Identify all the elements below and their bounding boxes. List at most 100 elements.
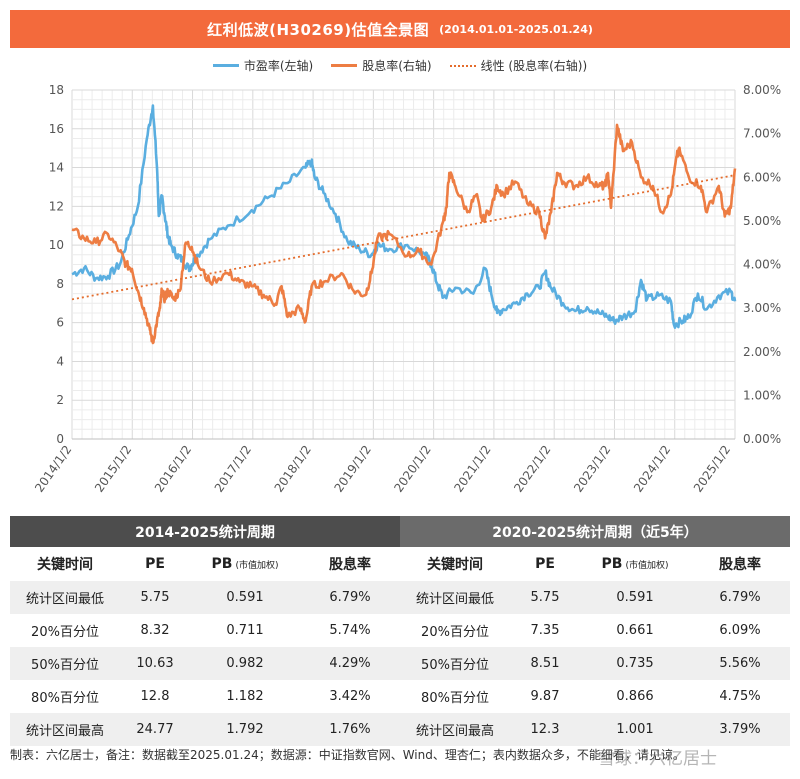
y-left-tick-label: 18 [49, 83, 64, 97]
legend-label-pe: 市盈率(左轴) [243, 59, 314, 73]
col-header-pb-label: PB [211, 556, 233, 572]
y-left-tick-label: 14 [49, 161, 64, 175]
left-table-title: 2014-2025统计周期 [10, 516, 400, 547]
y-right-tick-label: 2.00% [743, 345, 781, 359]
row-label: 20%百分位 [421, 625, 489, 640]
row-label: 统计区间最低 [415, 592, 494, 607]
x-tick-label: 2020/1/2 [391, 443, 433, 495]
x-tick-label: 2023/1/2 [571, 443, 613, 495]
dy-value: 6.79% [719, 590, 761, 605]
dy-value: 6.79% [329, 590, 371, 605]
table-body: 关键时间 PE PB (市值加权) 股息率 关键时间 PE PB (市值加权) 股息… [10, 547, 790, 746]
row-label: 20%百分位 [31, 625, 99, 640]
statistics-tables: 2014-2025统计周期 2020-2025统计周期（近5年） 关键时间 PE… [10, 516, 790, 746]
watermark: 雪球：六亿居士 [598, 749, 717, 769]
pb-value: 1.792 [226, 722, 264, 737]
col-header-time: 关键时间 [37, 557, 93, 573]
pb-value: 0.866 [616, 689, 654, 704]
y-right-tick-label: 4.00% [743, 258, 781, 272]
y-right-tick-label: 1.00% [743, 388, 781, 402]
row-label: 80%百分位 [31, 691, 99, 706]
chart-title: 红利低波(H30269)估值全景图 [207, 20, 430, 39]
x-tick-label: 2022/1/2 [511, 443, 553, 495]
table-row: 80%百分位 12.8 1.182 3.42% 80%百分位 9.87 0.866 4.75% [10, 680, 790, 713]
col-header-dy: 股息率 [329, 557, 371, 573]
footer-note: 制表：六亿居士，备注：数据截至2025.01.24；数据源：中证指数官网、Win… [10, 748, 685, 762]
dy-value: 5.56% [719, 656, 761, 671]
legend-label-trend: 线性 (股息率(右轴)) [480, 59, 588, 73]
y-left-tick-label: 12 [49, 199, 64, 213]
y-left-tick-label: 6 [56, 316, 64, 330]
pb-value: 0.591 [226, 590, 264, 605]
valuation-line-chart: 0 2 4 6 8 10 12 14 16 18 0.00% 1.00% 2.00% 3.00% 4.00%… [32, 83, 781, 495]
col-header-time: 关键时间 [427, 557, 483, 573]
x-tick-label: 2016/1/2 [152, 443, 194, 495]
table-row: 统计区间最低 5.75 0.591 6.79% 统计区间最低 5.75 0.591 6.79% [10, 581, 790, 614]
x-tick-label: 2014/1/2 [32, 443, 74, 495]
pb-value: 0.711 [226, 623, 264, 638]
y-right-tick-label: 0.00% [743, 432, 781, 446]
pe-value: 7.35 [530, 623, 560, 638]
dy-value: 6.09% [719, 623, 761, 638]
pe-value: 5.75 [140, 590, 170, 605]
pe-value: 9.87 [530, 689, 560, 704]
legend-swatch-dy [331, 64, 358, 67]
row-label: 统计区间最高 [415, 724, 494, 739]
row-label: 50%百分位 [31, 658, 99, 673]
pb-value: 1.182 [226, 689, 264, 704]
col-header-pe: PE [535, 556, 555, 572]
y-left-tick-label: 10 [49, 238, 64, 252]
x-tick-label: 2015/1/2 [92, 443, 134, 495]
y-right-tick-label: 7.00% [743, 127, 781, 141]
pe-value: 12.8 [140, 689, 170, 704]
pe-value: 8.32 [140, 623, 170, 638]
col-header-pb: PB (市值加权) [190, 556, 300, 572]
pe-value: 8.51 [530, 656, 560, 671]
pe-value: 24.77 [136, 722, 174, 737]
legend-item-pe: 市盈率(左轴) [212, 57, 314, 74]
x-tick-label: 2021/1/2 [451, 443, 493, 495]
x-tick-label: 2024/1/2 [631, 443, 673, 495]
pb-value: 0.591 [616, 590, 654, 605]
table-row: 统计区间最高 24.77 1.792 1.76% 统计区间最高 12.3 1.001 3.79… [10, 713, 790, 746]
x-tick-label: 2025/1/2 [691, 443, 733, 495]
dy-value: 3.79% [719, 722, 761, 737]
dy-value: 4.75% [719, 689, 761, 704]
pb-value: 1.001 [616, 722, 654, 737]
x-tick-label: 2019/1/2 [332, 443, 374, 495]
col-header-pb-note: (市值加权) [235, 561, 279, 571]
chart-title-bar: 红利低波(H30269)估值全景图 (2014.01.01-2025.01.24… [10, 10, 790, 48]
y-left-tick-label: 0 [56, 432, 64, 446]
x-tick-label: 2017/1/2 [212, 443, 254, 495]
row-label: 80%百分位 [421, 691, 489, 706]
right-table-title: 2020-2025统计周期（近5年） [400, 516, 790, 547]
dy-value: 5.74% [329, 623, 371, 638]
dy-value: 4.29% [329, 656, 371, 671]
legend-item-dy: 股息率(右轴) [331, 57, 432, 74]
row-label: 50%百分位 [421, 658, 489, 673]
y-right-tick-label: 5.00% [743, 214, 781, 228]
table-headers: 2014-2025统计周期 2020-2025统计周期（近5年） [10, 516, 790, 547]
table-row: 50%百分位 10.63 0.982 4.29% 50%百分位 8.51 0.735 5.56… [10, 647, 790, 680]
y-left-tick-label: 8 [56, 277, 64, 291]
y-left-tick-label: 4 [56, 354, 64, 368]
row-label: 统计区间最低 [25, 592, 104, 607]
x-tick-label: 2018/1/2 [272, 443, 314, 495]
col-header-dy: 股息率 [719, 557, 761, 573]
pb-value: 0.982 [226, 656, 264, 671]
col-header-pb: PB (市值加权) [580, 556, 690, 572]
pe-value: 10.63 [136, 656, 174, 671]
legend-swatch-pe [212, 64, 239, 67]
legend-item-trend: 线性 (股息率(右轴)) [449, 57, 588, 74]
y-right-tick-label: 3.00% [743, 301, 781, 315]
chart-date-range: (2014.01.01-2025.01.24) [439, 22, 593, 36]
y-right-tick-label: 8.00% [743, 83, 781, 97]
pb-value: 0.735 [616, 656, 654, 671]
y-left-tick-label: 2 [56, 393, 64, 407]
col-header-pe: PE [145, 556, 165, 572]
y-left-tick-label: 16 [49, 122, 64, 136]
pe-value: 5.75 [530, 590, 560, 605]
col-header-pb-label: PB [601, 556, 623, 572]
table-row: 20%百分位 8.32 0.711 5.74% 20%百分位 7.35 0.661 6.09% [10, 614, 790, 647]
pb-value: 0.661 [616, 623, 654, 638]
